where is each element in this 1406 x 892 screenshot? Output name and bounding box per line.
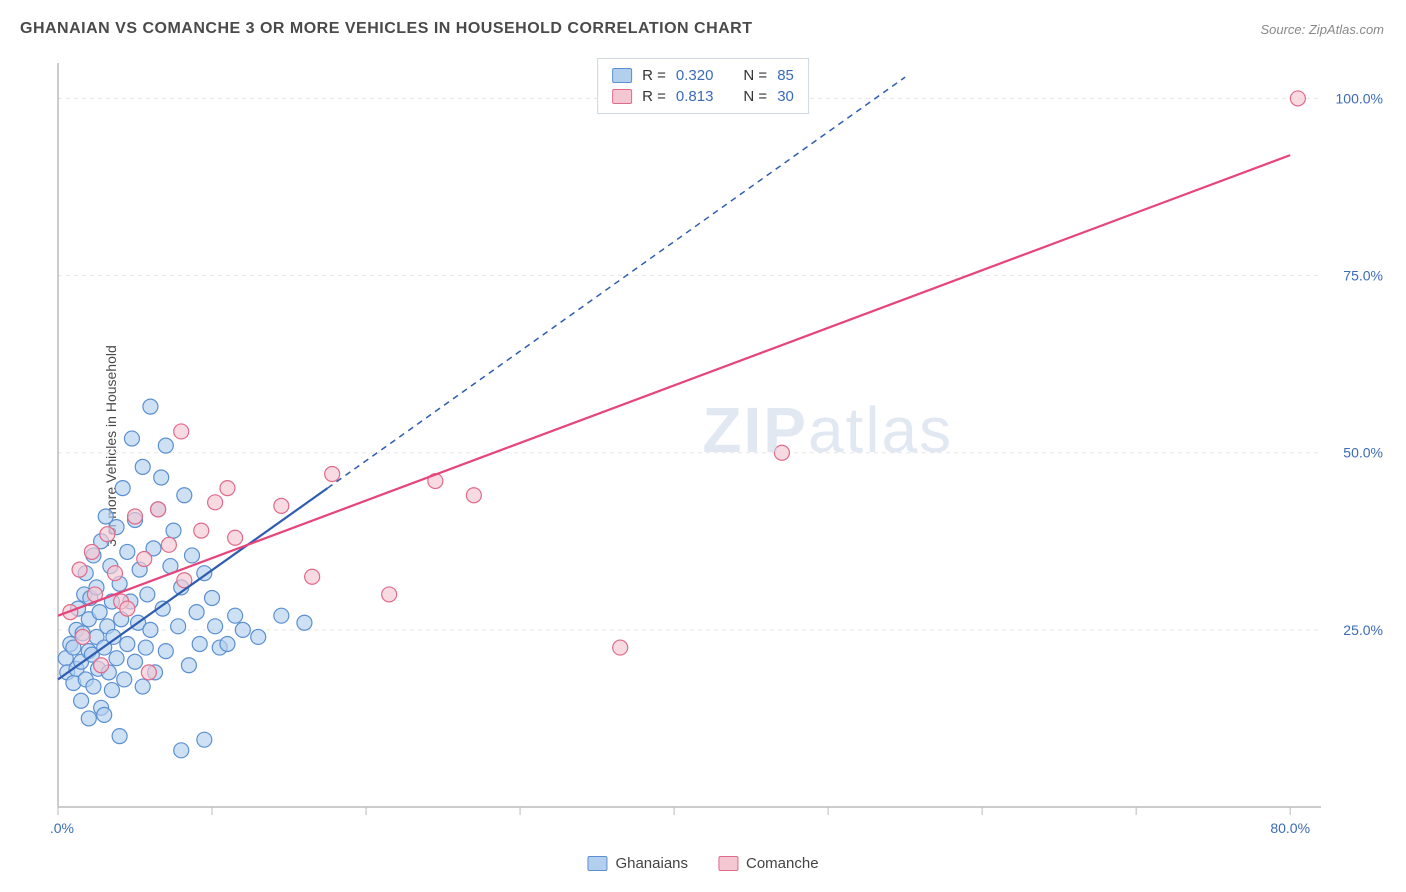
stat-n-value-ghanaians: 85 [777,67,794,84]
stats-box: R = 0.320 N = 85 R = 0.813 N = 30 [597,58,809,114]
stat-n-label: N = [743,88,767,105]
stat-n-value-comanche: 30 [777,88,794,105]
svg-text:75.0%: 75.0% [1343,268,1383,284]
stats-row-ghanaians: R = 0.320 N = 85 [612,65,794,86]
stat-r-value-comanche: 0.813 [676,88,714,105]
swatch-ghanaians-icon [612,68,632,83]
stat-n-label: N = [743,67,767,84]
chart-container: ZIPatlas 25.0%50.0%75.0%100.0%0.0%80.0% [50,55,1391,837]
legend-label-comanche: Comanche [746,855,819,872]
legend-item-comanche: Comanche [718,855,819,872]
stat-r-label: R = [642,67,666,84]
stat-r-value-ghanaians: 0.320 [676,67,714,84]
svg-text:80.0%: 80.0% [1270,820,1310,836]
scatter-chart: 25.0% 50.0% 75.0% 100.0% 0.0% 80.0% [50,55,1391,837]
svg-text:50.0%: 50.0% [1343,445,1383,461]
swatch-ghanaians-icon [587,856,607,871]
legend: Ghanaians Comanche [587,855,818,872]
legend-item-ghanaians: Ghanaians [587,855,688,872]
stats-row-comanche: R = 0.813 N = 30 [612,86,794,107]
swatch-comanche-icon [718,856,738,871]
swatch-comanche-icon [612,89,632,104]
svg-text:0.0%: 0.0% [50,820,74,836]
svg-text:25.0%: 25.0% [1343,622,1383,638]
stat-r-label: R = [642,88,666,105]
chart-title: GHANAIAN VS COMANCHE 3 OR MORE VEHICLES … [20,20,753,38]
source-label: Source: ZipAtlas.com [1260,22,1384,37]
svg-text:100.0%: 100.0% [1336,90,1383,106]
legend-label-ghanaians: Ghanaians [615,855,688,872]
